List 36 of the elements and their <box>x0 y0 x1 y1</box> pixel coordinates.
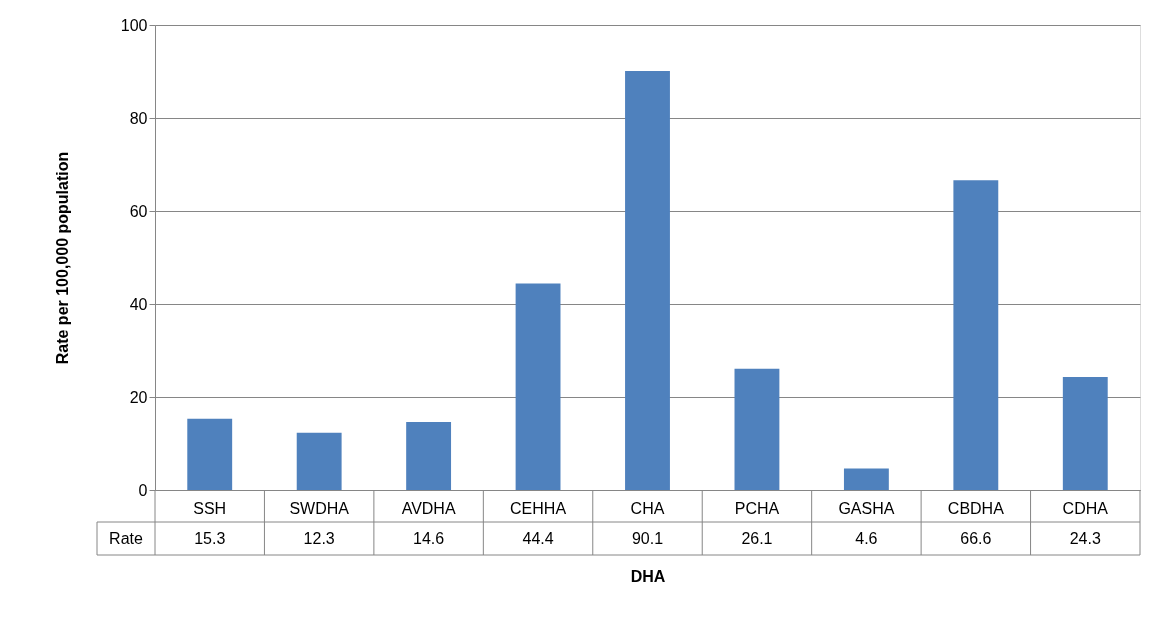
bar <box>1062 377 1108 490</box>
data-label: 24.3 <box>1069 530 1101 547</box>
bar <box>187 418 233 490</box>
y-tick-label: 100 <box>120 16 148 34</box>
x-tick-label: CBDHA <box>947 499 1005 517</box>
data-label: 15.3 <box>194 530 226 547</box>
data-label: 12.3 <box>303 530 335 547</box>
text: Rate <box>109 530 143 547</box>
x-tick-label: SSH <box>193 499 227 517</box>
data-label: 14.6 <box>413 530 445 547</box>
y-tick-label: 0 <box>138 481 148 499</box>
bar <box>406 422 452 490</box>
bar <box>734 368 780 490</box>
x-tick-label: CDHA <box>1062 499 1109 517</box>
x-axis-title: DHA <box>630 567 666 585</box>
data-label: 4.6 <box>855 530 878 547</box>
y-axis-title: Rate per 100,000 population <box>53 151 71 365</box>
bar <box>296 432 342 490</box>
y-tick-label: 80 <box>129 109 148 127</box>
x-tick-label: SWDHA <box>289 499 350 517</box>
x-tick-label: PCHA <box>734 499 780 517</box>
data-label: 44.4 <box>522 530 554 547</box>
x-tick-label: CHA <box>630 499 665 517</box>
x-tick-label: AVDHA <box>401 499 456 517</box>
bar <box>625 71 670 490</box>
bar <box>515 283 561 490</box>
x-tick-label: GASHA <box>838 499 895 517</box>
data-label: 90.1 <box>631 530 664 547</box>
bar <box>953 180 999 490</box>
y-tick-label: 40 <box>129 295 148 313</box>
data-label: 66.6 <box>960 530 992 547</box>
y-tick-label: 20 <box>129 388 148 406</box>
data-label: 26.1 <box>741 530 773 547</box>
x-tick-label: CEHHA <box>510 499 567 517</box>
y-tick-label: 60 <box>129 202 148 220</box>
bar <box>843 468 889 490</box>
